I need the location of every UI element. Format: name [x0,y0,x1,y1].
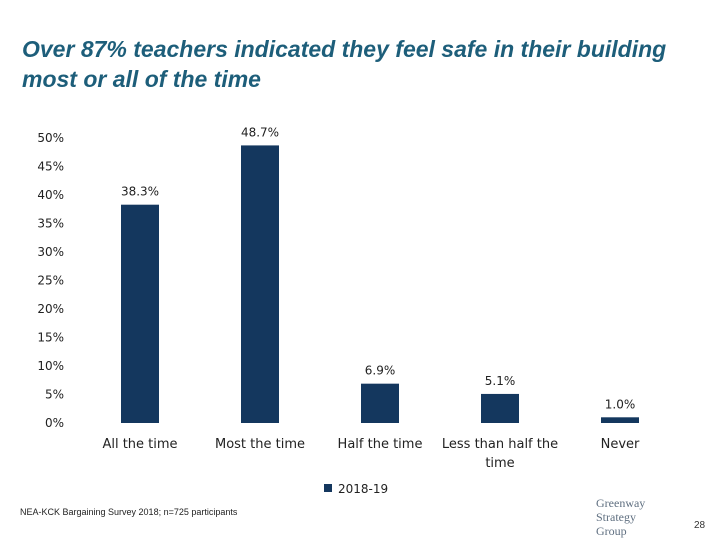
x-tick-label: time [485,456,514,471]
y-tick-label: 10% [37,359,64,373]
data-label: 48.7% [241,125,279,139]
bar [121,204,159,423]
y-tick-label: 30% [37,245,64,259]
x-tick-label: Most the time [215,437,305,452]
x-tick-label: Half the time [338,437,423,452]
x-tick-label: Never [601,437,640,452]
data-label: 1.0% [605,397,636,411]
data-label: 6.9% [365,364,396,378]
data-label: 5.1% [485,374,516,388]
logo-text-line: Strategy [596,510,636,524]
slide-title: Over 87% teachers indicated they feel sa… [22,36,667,92]
bar [481,393,519,423]
bar [601,417,639,423]
legend-label: 2018-19 [338,482,388,496]
y-tick-label: 45% [37,160,64,174]
y-tick-label: 5% [45,388,64,402]
source-note: NEA-KCK Bargaining Survey 2018; n=725 pa… [20,507,238,517]
page-number: 28 [694,520,706,531]
logo-text-line: Greenway [596,496,646,510]
bar-chart: 0% 5% 10% 15% 20% 25% 30% 35% 40% 45% 50% 38.3% All … [37,125,640,496]
y-tick-label: 35% [37,217,64,231]
bar [361,383,399,423]
logo-text-line: Group [596,524,627,538]
legend-swatch [324,484,332,492]
y-tick-label: 50% [37,131,64,145]
company-logo: Greenway Strategy Group [596,496,676,542]
data-label: 38.3% [121,185,159,199]
bar [241,145,279,423]
y-tick-label: 20% [37,302,64,316]
y-tick-label: 40% [37,188,64,202]
y-tick-label: 15% [37,331,64,345]
y-tick-label: 25% [37,274,64,288]
y-tick-label: 0% [45,416,64,430]
x-tick-label: Less than half the [442,437,558,452]
x-tick-label: All the time [102,437,177,452]
